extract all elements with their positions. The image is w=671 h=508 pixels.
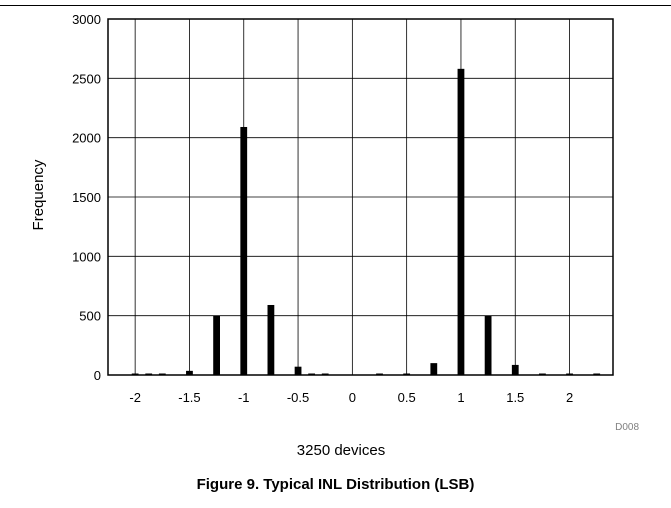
- bar-13: [457, 68, 465, 375]
- bar-15: [511, 364, 519, 375]
- x-tick-label: 0.5: [398, 390, 416, 405]
- y-tick-label: 2500: [72, 71, 101, 86]
- y-tick-label: 3000: [72, 12, 101, 27]
- x-tick-label: -2: [129, 390, 141, 405]
- figure-code: D008: [615, 422, 639, 433]
- y-tick-label: 1500: [72, 190, 101, 205]
- y-tick-label: 500: [79, 309, 101, 324]
- x-tick-label: 0: [349, 390, 356, 405]
- figure-caption: Figure 9. Typical INL Distribution (LSB): [196, 476, 475, 493]
- plot-area-frame: [107, 18, 614, 376]
- x-tick-label: -1: [238, 390, 250, 405]
- x-tick-label: -1.5: [178, 390, 200, 405]
- inl-histogram-chart: 0 500 1000 1500 2000 2500 3000 -2 -1.5 -1 -0.5 0 0.…: [30, 12, 639, 459]
- y-axis-title: Frequency: [30, 159, 47, 230]
- y-tick-label: 1000: [72, 249, 101, 264]
- y-tick-label: 2000: [72, 131, 101, 146]
- y-tick-label: 0: [94, 368, 101, 383]
- x-axis-tick-labels: -2 -1.5 -1 -0.5 0 0.5 1 1.5 2: [129, 390, 573, 405]
- bar-6: [267, 304, 275, 375]
- x-tick-label: 2: [566, 390, 573, 405]
- histogram-bars: [131, 68, 601, 375]
- y-axis-tick-labels: 0 500 1000 1500 2000 2500 3000: [72, 12, 101, 383]
- grid-lines: [108, 18, 613, 376]
- bar-7: [294, 366, 302, 375]
- x-tick-label: 1.5: [506, 390, 524, 405]
- bar-5: [240, 126, 248, 375]
- bar-4: [213, 315, 220, 375]
- bar-12: [430, 363, 438, 375]
- bar-14: [484, 315, 492, 375]
- x-axis-title: 3250 devices: [297, 442, 385, 459]
- x-tick-label: 1: [457, 390, 464, 405]
- bar-3: [186, 370, 193, 375]
- top-rule: [0, 5, 671, 6]
- x-tick-label: -0.5: [287, 390, 309, 405]
